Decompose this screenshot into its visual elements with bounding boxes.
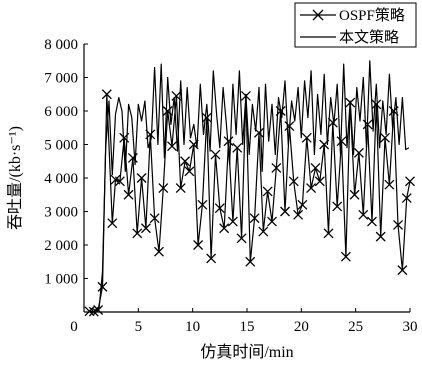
data-point-ospf [114,176,125,187]
data-point-ospf [401,193,412,204]
data-point-ospf [332,201,343,212]
data-point-ospf [306,183,317,194]
data-point-ospf [236,233,247,244]
y-tick-label: 1 000 [44,272,78,288]
data-point-ospf [314,176,325,187]
data-point-ospf [184,166,195,177]
data-point-ospf [367,216,377,227]
data-point-ospf [154,246,164,257]
x-axis-title: 仿真时间/min [200,343,293,361]
data-point-ospf [380,132,390,143]
x-tick-label: 25 [348,319,363,335]
y-tick-label: 7 000 [44,71,78,87]
y-tick-label: 4 000 [44,171,78,187]
data-point-ospf [310,162,321,173]
series-layer [84,60,415,317]
series-line-proposed [89,60,410,312]
data-point-ospf [288,176,299,187]
data-point-ospf [245,256,256,267]
data-point-ospf [167,141,177,152]
data-point-ospf [393,219,404,230]
data-point-ospf [158,183,169,194]
data-point-ospf [371,99,382,110]
data-point-ospf [267,216,277,227]
data-point-ospf [193,240,204,250]
data-point-ospf [180,156,191,167]
data-point-ospf [206,253,217,264]
data-point-ospf [323,228,334,239]
y-tick-label: 5 000 [44,138,78,154]
data-point-ospf [107,218,118,229]
data-point-ospf [262,186,273,197]
tick-labels: 0 5 10 15 20 25 30 1 000 2 000 3 000 4 000 5 000 6 0… [44,37,417,335]
data-point-ospf [353,147,364,158]
data-point-ospf [101,89,112,100]
data-point-ospf [405,176,415,187]
x-tick-label: 20 [294,319,309,335]
data-point-ospf [93,305,104,315]
y-tick-label: 2 000 [44,238,78,254]
data-point-ospf [219,223,230,234]
x-tick-label: 15 [240,319,255,335]
legend-box [294,2,417,48]
data-point-ospf [175,183,186,194]
x-tick-label: 10 [185,319,200,335]
y-tick-label: 8 000 [44,37,78,53]
data-point-ospf [201,112,212,123]
data-point-ospf [358,209,369,220]
tick-marks [83,43,411,312]
legend-label-ospf: OSPF策略 [339,7,405,24]
y-tick-label: 6 000 [44,104,78,120]
y-tick-label: 3 000 [44,205,78,221]
data-point-ospf [280,206,290,217]
data-point-ospf [223,136,234,147]
data-point-ospf [375,231,386,242]
data-point-ospf [227,216,238,227]
data-point-ospf [384,179,395,190]
data-point-ospf [232,142,243,153]
data-point-ospf [349,189,360,200]
legend-marker-x-icon [312,9,324,21]
data-point-ospf [136,173,147,183]
legend-label-proposed: 本文策略 [339,29,399,46]
data-point-ospf [132,228,143,239]
data-point-ospf [123,189,134,200]
x-tick-label: 5 [135,319,143,335]
data-point-ospf [293,209,304,220]
data-point-ospf [214,203,225,214]
data-point-ospf [297,199,308,210]
data-point-ospf [340,251,351,262]
data-point-ospf [140,223,151,234]
data-point-ospf [197,199,208,210]
data-point-ospf [249,213,260,224]
legend: OSPF策略 本文策略 [294,2,417,48]
x-tick-label: 30 [403,319,418,335]
x-tick-label: 0 [70,319,78,335]
data-point-ospf [210,149,221,160]
y-axis-title: 吞吐量/(kb·s⁻¹) [6,126,24,230]
data-point-ospf [397,265,408,276]
data-point-ospf [258,226,269,237]
data-point-ospf [301,132,312,143]
data-point-ospf [149,213,160,224]
data-point-ospf [97,281,108,292]
legend-x-mark [312,9,324,21]
data-point-ospf [271,162,282,173]
data-point-ospf [327,117,338,128]
